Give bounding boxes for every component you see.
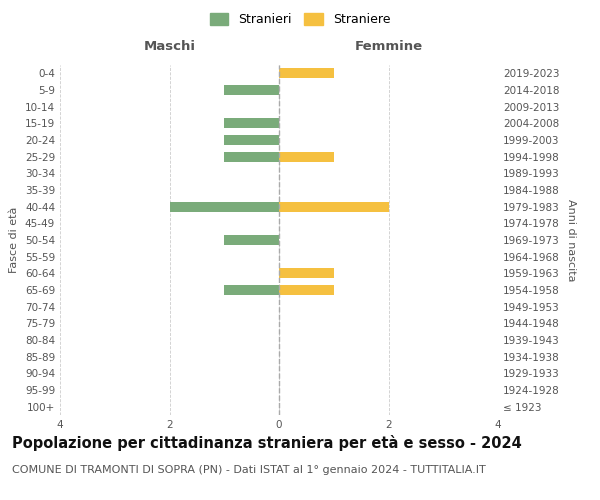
Bar — [224, 285, 279, 295]
Bar — [224, 118, 279, 128]
Legend: Stranieri, Straniere: Stranieri, Straniere — [206, 8, 394, 30]
Text: Maschi: Maschi — [143, 40, 196, 52]
Bar — [279, 68, 334, 78]
Text: Popolazione per cittadinanza straniera per età e sesso - 2024: Popolazione per cittadinanza straniera p… — [12, 435, 522, 451]
Bar — [279, 202, 389, 211]
Bar — [224, 235, 279, 245]
Bar — [279, 268, 334, 278]
Bar — [224, 152, 279, 162]
Y-axis label: Fasce di età: Fasce di età — [10, 207, 19, 273]
Text: Femmine: Femmine — [355, 40, 422, 52]
Y-axis label: Anni di nascita: Anni di nascita — [566, 198, 576, 281]
Text: COMUNE DI TRAMONTI DI SOPRA (PN) - Dati ISTAT al 1° gennaio 2024 - TUTTITALIA.IT: COMUNE DI TRAMONTI DI SOPRA (PN) - Dati … — [12, 465, 486, 475]
Bar — [279, 152, 334, 162]
Bar — [224, 135, 279, 145]
Bar — [170, 202, 279, 211]
Bar — [279, 285, 334, 295]
Bar — [224, 85, 279, 95]
